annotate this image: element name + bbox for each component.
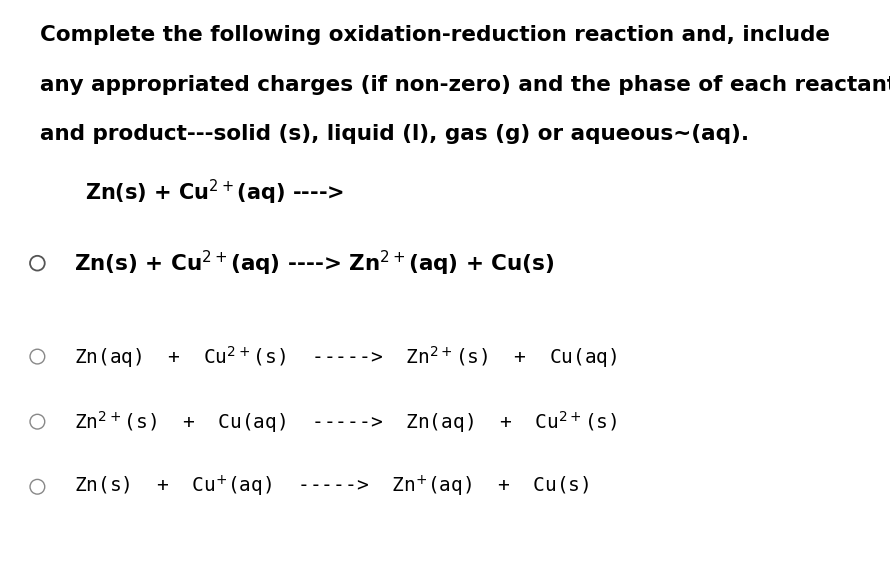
Text: Complete the following oxidation-reduction reaction and, include: Complete the following oxidation-reducti… [40,25,830,45]
Text: Zn(s)  +  Cu$^{+}$(aq)  ----->  Zn$^{+}$(aq)  +  Cu(s): Zn(s) + Cu$^{+}$(aq) -----> Zn$^{+}$(aq)… [74,474,589,499]
Text: Zn(s) + Cu$^{2+}$(aq) ----> Zn$^{2+}$(aq) + Cu(s): Zn(s) + Cu$^{2+}$(aq) ----> Zn$^{2+}$(aq… [74,248,554,278]
Text: Zn(aq)  +  Cu$^{2+}$(s)  ----->  Zn$^{2+}$(s)  +  Cu(aq): Zn(aq) + Cu$^{2+}$(s) -----> Zn$^{2+}$(s… [74,344,618,370]
Text: and product---solid (s), liquid (l), gas (g) or aqueous~(aq).: and product---solid (s), liquid (l), gas… [40,124,749,144]
Text: Zn(s) + Cu$^{2+}$(aq) ---->: Zn(s) + Cu$^{2+}$(aq) ----> [85,178,344,208]
Text: any appropriated charges (if non-zero) and the phase of each reactant: any appropriated charges (if non-zero) a… [40,75,890,95]
Text: Zn$^{2+}$(s)  +  Cu(aq)  ----->  Zn(aq)  +  Cu$^{2+}$(s): Zn$^{2+}$(s) + Cu(aq) -----> Zn(aq) + Cu… [74,409,618,435]
